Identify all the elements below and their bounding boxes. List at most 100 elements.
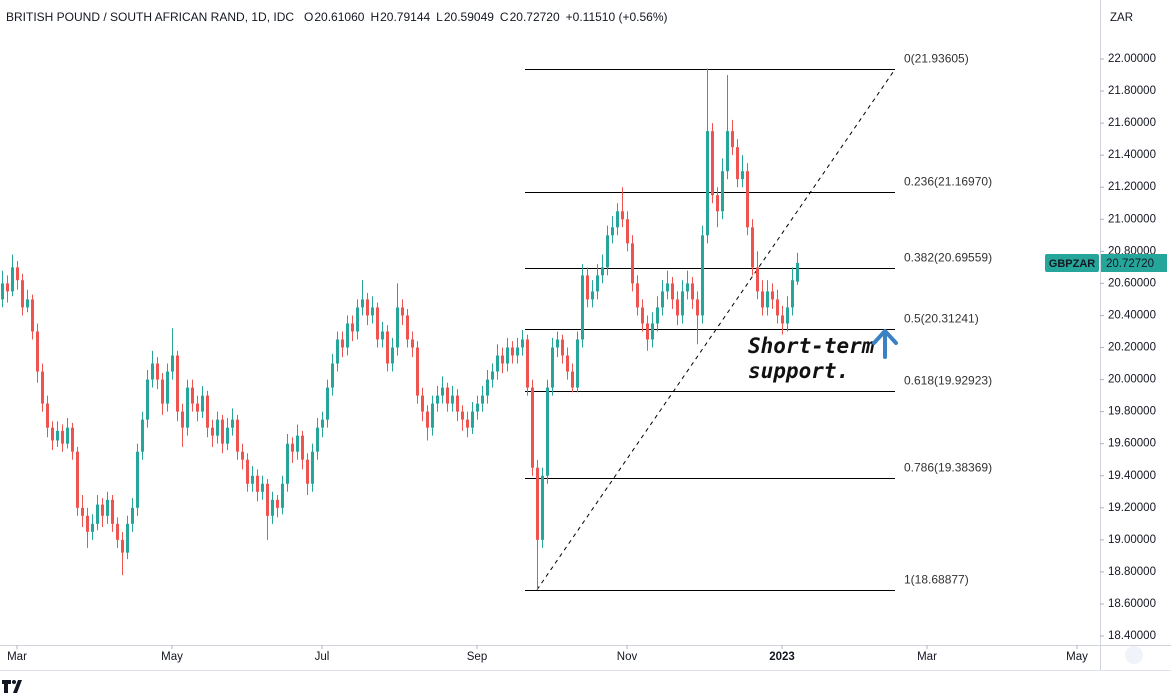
x-tick-label: Sep xyxy=(467,651,487,663)
candle-body xyxy=(331,363,334,388)
candle-body xyxy=(631,243,634,284)
candle-body xyxy=(566,355,569,372)
fib-level-label: 0.618(19.92923) xyxy=(904,374,992,388)
last-price-symbol: GBPZAR xyxy=(1049,258,1096,270)
candle-body xyxy=(236,419,239,452)
y-tick-label: 20.20000 xyxy=(1108,342,1156,354)
y-tick-label: 21.20000 xyxy=(1108,181,1156,193)
candle-body xyxy=(326,387,329,420)
y-tick-label: 21.00000 xyxy=(1108,213,1156,225)
candle-body xyxy=(11,267,14,292)
candle-body xyxy=(736,147,739,180)
candle-body xyxy=(546,387,549,476)
fib-level-label: 0.5(20.31241) xyxy=(904,312,979,326)
x-tick-label: Mar xyxy=(917,651,937,663)
candle-body xyxy=(426,411,429,428)
candle-body xyxy=(711,131,714,196)
candle-body xyxy=(441,387,444,396)
candle-body xyxy=(641,307,644,324)
ohlc-value: 20.61060 xyxy=(314,10,364,24)
candle-body xyxy=(486,379,489,396)
candle-body xyxy=(171,355,174,372)
candle-body xyxy=(136,451,139,508)
candle-body xyxy=(151,363,154,380)
candle-body xyxy=(696,299,699,316)
candle-body xyxy=(656,307,659,324)
candle-body xyxy=(561,339,564,356)
candle-body xyxy=(131,507,134,524)
fib-level-label: 0.236(21.16970) xyxy=(904,175,992,189)
candle-body xyxy=(401,307,404,316)
candle-body xyxy=(491,371,494,380)
candle-body xyxy=(476,403,479,412)
candle-body xyxy=(721,171,724,212)
candle-body xyxy=(226,427,229,444)
candle-body xyxy=(776,299,779,316)
candle-body xyxy=(221,419,224,444)
candle-body xyxy=(296,435,299,452)
candle-body xyxy=(481,395,484,404)
plot-area: 0(21.93605) 0.236(21.16970) 0.382(20.69559… xyxy=(1,52,992,591)
candle-body xyxy=(61,430,64,444)
candle-body xyxy=(581,275,584,340)
candle-body xyxy=(651,323,654,340)
candle-body xyxy=(766,291,769,308)
y-tick-label: 21.40000 xyxy=(1108,149,1156,161)
y-tick-label: 19.40000 xyxy=(1108,470,1156,482)
candle-body xyxy=(256,475,259,492)
y-tick-label: 18.40000 xyxy=(1108,630,1156,642)
candle-body xyxy=(111,499,114,524)
candle-body xyxy=(26,299,29,308)
candle-body xyxy=(316,427,319,452)
candle-body xyxy=(741,171,744,180)
candle-body xyxy=(551,347,554,388)
candle-body xyxy=(661,291,664,308)
candle-body xyxy=(681,291,684,316)
up-arrow xyxy=(872,329,898,359)
auto-scale-button[interactable] xyxy=(1125,646,1143,664)
candle-body xyxy=(691,283,694,300)
candle-body xyxy=(451,395,454,404)
candle-body xyxy=(646,323,649,340)
ohlc-key: H xyxy=(370,10,379,24)
candle-body xyxy=(361,299,364,308)
candle-body xyxy=(286,443,289,484)
candle-body xyxy=(771,291,774,300)
fib-level-label: 0.382(20.69559) xyxy=(904,251,992,265)
last-price-symbol-box xyxy=(1045,254,1099,273)
candle-body xyxy=(446,387,449,404)
candle-body xyxy=(501,355,504,364)
candle-body xyxy=(606,235,609,268)
candle-body xyxy=(81,507,84,516)
change: +0.11510 (+0.56%) xyxy=(566,10,668,24)
fib-trend-line xyxy=(536,68,896,591)
candle-body xyxy=(196,403,199,412)
candle-body xyxy=(531,387,534,468)
candle-body xyxy=(231,419,234,428)
candle-body xyxy=(686,283,689,292)
candle-body xyxy=(436,395,439,404)
candle-body xyxy=(181,411,184,428)
candle-body xyxy=(591,291,594,300)
candle-body xyxy=(756,267,759,292)
ohlc-value: 20.72720 xyxy=(510,10,560,24)
candle-body xyxy=(406,315,409,340)
candle-body xyxy=(336,339,339,364)
candle-body xyxy=(266,483,269,516)
candle-body xyxy=(611,227,614,236)
candle-body xyxy=(796,263,799,282)
candle-body xyxy=(396,307,399,348)
candle-body xyxy=(376,307,379,340)
candle-body xyxy=(471,411,474,428)
candle-body xyxy=(161,379,164,404)
candle-body xyxy=(516,347,519,356)
candle-body xyxy=(211,427,214,436)
candle-body xyxy=(751,227,754,268)
candle-body xyxy=(21,280,24,308)
candle-body xyxy=(786,307,789,324)
candle-body xyxy=(576,339,579,388)
candle-body xyxy=(306,459,309,484)
x-tick-label: Nov xyxy=(617,651,638,663)
candle-body xyxy=(281,483,284,508)
